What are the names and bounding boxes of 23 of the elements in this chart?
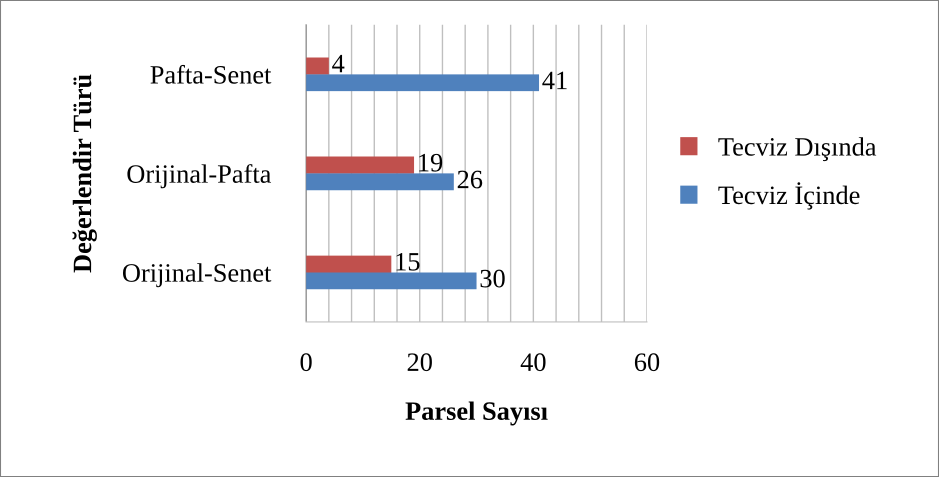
- bar: [306, 256, 392, 272]
- bar: [306, 57, 329, 74]
- x-tick-label: 40: [520, 353, 546, 372]
- legend-label: Tecviz Dışında: [718, 137, 876, 162]
- x-tick-label: 60: [634, 353, 660, 372]
- data-label: 15: [396, 252, 420, 271]
- bar: [306, 173, 454, 190]
- bar: [306, 272, 477, 290]
- x-tick-label: 20: [408, 353, 432, 372]
- legend-label: Tecviz İçinde: [718, 182, 860, 210]
- y-axis-title: Değerlendir Türü: [72, 74, 97, 273]
- y-tick-label: Orijinal-Pafta: [127, 164, 272, 188]
- bar: [306, 156, 414, 174]
- x-tick-label: 0: [300, 353, 312, 372]
- bar: [306, 74, 540, 92]
- data-label: 26: [458, 170, 482, 188]
- data-label: 19: [419, 154, 442, 172]
- data-label: 4: [332, 54, 344, 72]
- y-tick-label: Pafta-Senet: [150, 64, 272, 84]
- data-label: 30: [480, 270, 505, 288]
- x-axis-title: Parsel Sayısı: [406, 401, 548, 426]
- data-label: 41: [542, 72, 567, 90]
- y-tick-label: Orijinal-Senet: [122, 263, 272, 288]
